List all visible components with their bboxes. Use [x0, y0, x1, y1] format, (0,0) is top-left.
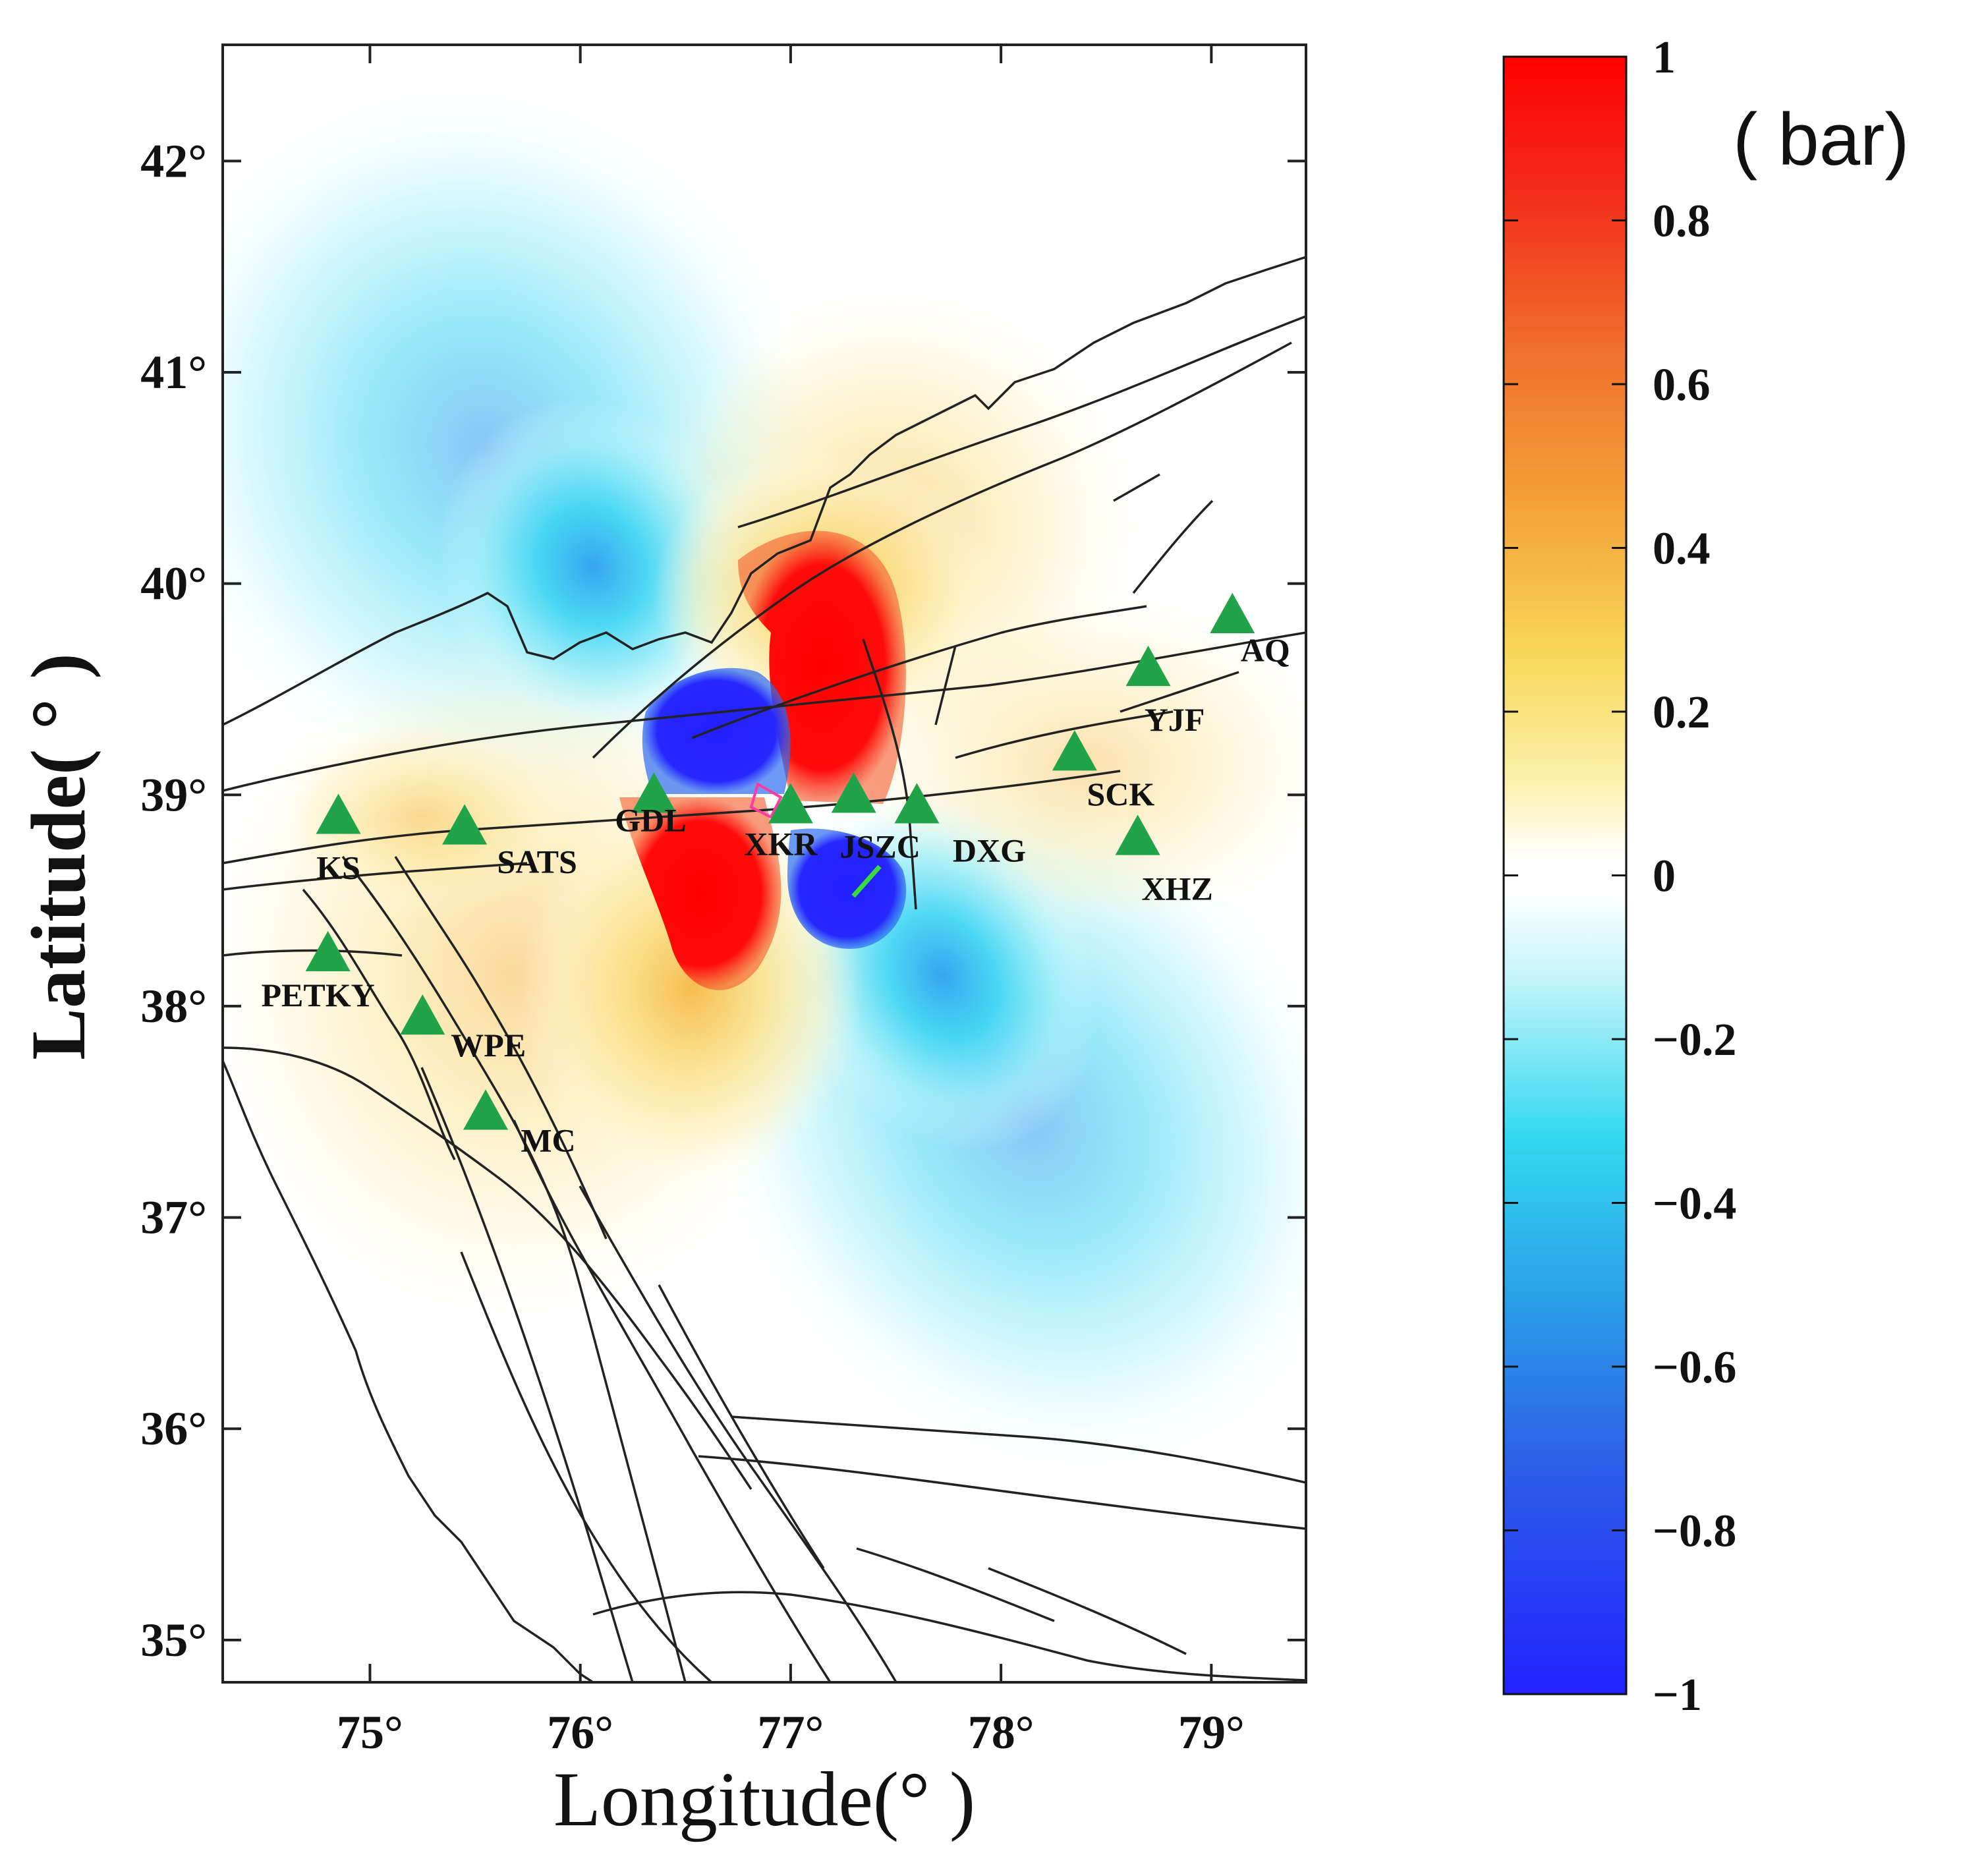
station-label: DXG — [953, 832, 1026, 868]
station-wpe: WPE — [400, 994, 526, 1064]
station-dxg: DXG — [894, 783, 1026, 868]
station-petky: PETKY — [261, 930, 375, 1013]
station-triangle-icon — [631, 772, 677, 813]
station-xkr: XKR — [744, 783, 818, 862]
colorbar: 1 0.8 0.6 0.4 0.2 0 −0.2 −0.4 −0.6 −0.8 −1 ( bar) — [1502, 32, 1910, 1720]
colorbar-tick-label: −1 — [1653, 1670, 1702, 1720]
station-triangle-icon — [831, 772, 876, 813]
colorbar-tick-label: 0.4 — [1653, 524, 1711, 575]
station-label: JSZC — [840, 828, 921, 865]
station-jszc: JSZC — [831, 772, 921, 865]
station-label: WPE — [451, 1027, 526, 1064]
colorbar-tick-label: −0.4 — [1653, 1179, 1736, 1230]
y-tick-label: 35° — [140, 1614, 207, 1666]
station-label: PETKY — [261, 977, 374, 1013]
station-aq: AQ — [1210, 592, 1290, 669]
station-triangle-icon — [1052, 730, 1097, 771]
plot-frame — [221, 43, 1307, 1684]
colorbar-tick-label: −0.2 — [1653, 1015, 1736, 1066]
stress-field — [223, 45, 1306, 1682]
colorbar-tick-label: 0.2 — [1653, 687, 1711, 738]
station-label: SATS — [497, 843, 577, 880]
y-tick-label: 42° — [140, 134, 207, 187]
station-triangle-icon — [768, 783, 813, 824]
station-mc: MC — [463, 1089, 576, 1158]
y-tick-label: 38° — [140, 980, 207, 1033]
station-triangle-icon — [316, 793, 361, 834]
y-tick-label: 39° — [140, 768, 207, 821]
colorbar-tick-label: 0.6 — [1653, 360, 1711, 411]
station-triangle-icon — [894, 783, 940, 824]
x-tick-label: 78° — [968, 1706, 1035, 1759]
station-label: XHZ — [1141, 870, 1212, 907]
station-label: XKR — [744, 825, 818, 862]
colorbar-tick-label: −0.6 — [1653, 1342, 1736, 1393]
station-label: YJF — [1145, 701, 1205, 738]
station-yjf: YJF — [1125, 645, 1205, 738]
station-sats: SATS — [442, 804, 577, 880]
x-axis-title: Longitude(° ) — [553, 1756, 975, 1842]
x-tick-label: 75° — [337, 1706, 403, 1759]
y-tick-label: 40° — [140, 557, 207, 610]
station-label: SCK — [1087, 776, 1154, 812]
station-triangle-icon — [463, 1089, 509, 1130]
y-tick-label: 37° — [140, 1191, 207, 1244]
station-label: MC — [521, 1122, 575, 1158]
colorbar-tick-label: 0 — [1653, 851, 1676, 902]
station-triangle-icon — [400, 994, 445, 1035]
y-tick-label: 41° — [140, 346, 207, 399]
station-triangle-icon — [1115, 814, 1160, 855]
station-label: GDL — [615, 801, 686, 838]
colorbar-scale — [1502, 55, 1628, 1695]
station-triangle-icon — [1125, 645, 1171, 687]
station-ks: KS — [316, 793, 361, 886]
station-triangle-icon — [442, 804, 488, 845]
colorbar-tick-label: 0.8 — [1653, 196, 1711, 247]
x-tick-label: 79° — [1178, 1706, 1245, 1759]
station-triangle-icon — [305, 930, 351, 971]
station-gdl: GDL — [615, 772, 687, 838]
y-tick-label: 36° — [140, 1402, 207, 1455]
station-triangle-icon — [1210, 592, 1255, 633]
station-xhz: XHZ — [1115, 814, 1213, 907]
colorbar-unit-label: ( bar) — [1733, 98, 1910, 181]
fault-lines — [223, 256, 1306, 1682]
y-axis-title: Latitude( ° ) — [15, 653, 101, 1060]
station-markers: KS SATS GDL XKR JSZC DXG SCK XHZ YJF AQ PETKY WPE MC — [261, 592, 1290, 1158]
y-axis-ticks: 35° 36° 37° 38° 39° 40° 41° 42° — [140, 134, 1306, 1666]
colorbar-tick-label: 1 — [1653, 32, 1676, 83]
station-sck: SCK — [1052, 730, 1154, 812]
colorbar-ticks: 1 0.8 0.6 0.4 0.2 0 −0.2 −0.4 −0.6 −0.8 −1 — [1504, 32, 1736, 1720]
colorbar-tick-label: −0.8 — [1653, 1506, 1736, 1557]
station-label: AQ — [1241, 632, 1290, 669]
x-axis-ticks: 75° 76° 77° 78° 79° — [337, 45, 1245, 1759]
x-tick-label: 76° — [547, 1706, 613, 1759]
x-tick-label: 77° — [758, 1706, 824, 1759]
station-label: KS — [316, 849, 360, 886]
